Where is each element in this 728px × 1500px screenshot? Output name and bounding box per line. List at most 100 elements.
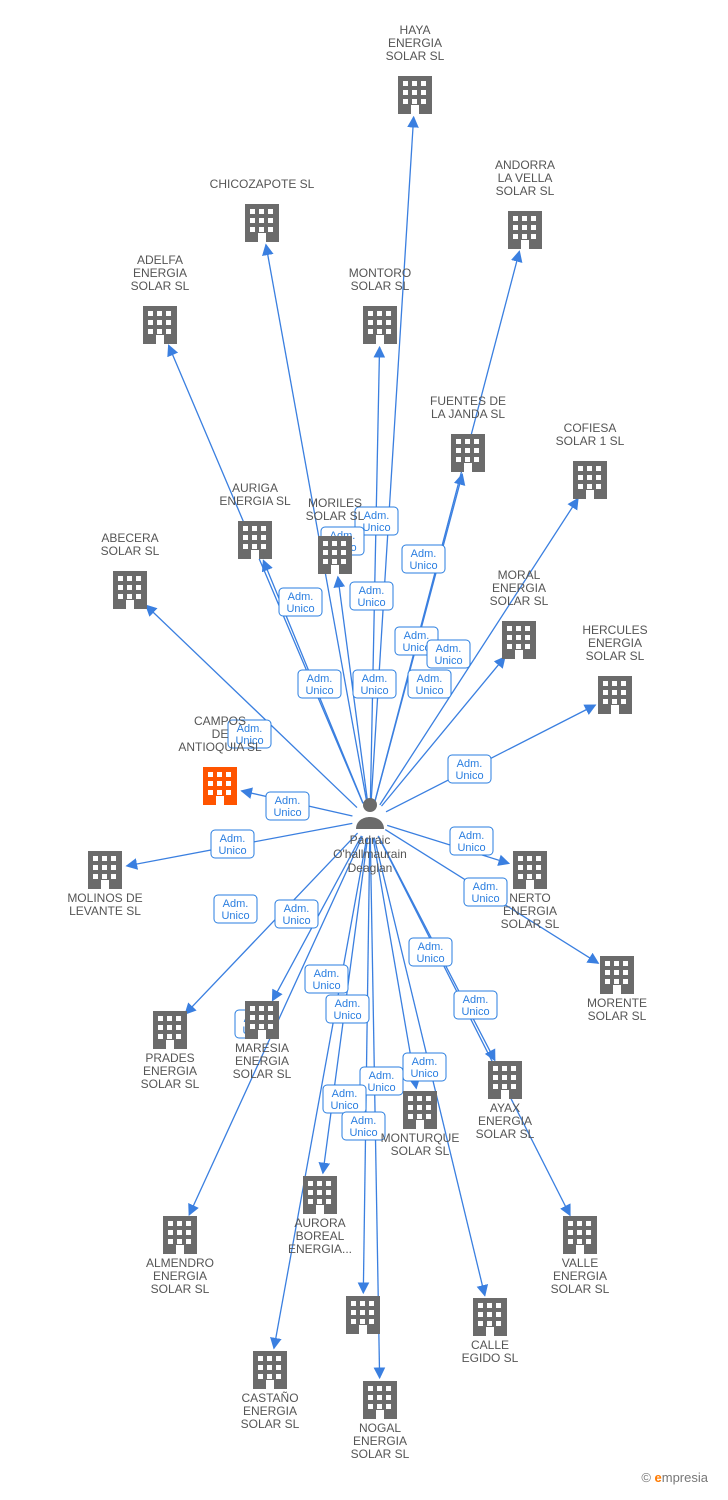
node-label: ENERGIA	[588, 636, 642, 650]
edge-label-text: Unico	[457, 842, 485, 854]
edge-label-text: Unico	[330, 1100, 358, 1112]
node-label: LEVANTE SL	[69, 904, 141, 918]
node-label: SOLAR SL	[386, 49, 445, 63]
node-label: ENERGIA	[153, 1269, 207, 1283]
node-label: SOLAR SL	[476, 1127, 535, 1141]
center-label: Deaglan	[348, 861, 393, 875]
building-icon	[563, 1216, 597, 1254]
node-label: ENERGIA	[492, 581, 546, 595]
edge-label-text: Unico	[333, 1010, 361, 1022]
node-label: SOLAR SL	[351, 1447, 410, 1461]
edge-label-text: Adm.	[288, 591, 314, 603]
node-label: LA VELLA	[498, 171, 553, 185]
node-label: SOLAR SL	[131, 279, 190, 293]
edge-label-text: Unico	[273, 807, 301, 819]
node-label: ENERGIA	[133, 266, 187, 280]
edge-label-text: Adm.	[463, 994, 489, 1006]
node-label: AURORA	[294, 1216, 345, 1230]
node-label: SOLAR SL	[501, 917, 560, 931]
edge-label-text: Adm.	[351, 1115, 377, 1127]
node-label: HAYA	[400, 23, 431, 37]
building-icon	[88, 851, 122, 889]
building-icon	[346, 1296, 380, 1334]
node-label: ENERGIA	[353, 1434, 407, 1448]
building-icon	[253, 1351, 287, 1389]
node-label: BOREAL	[296, 1229, 345, 1243]
edge-label-text: Unico	[416, 953, 444, 965]
building-icon	[245, 204, 279, 242]
node-label: SOLAR SL	[141, 1077, 200, 1091]
node-label: SOLAR SL	[233, 1067, 292, 1081]
building-icon	[451, 434, 485, 472]
edge-label-text: Adm.	[364, 510, 390, 522]
edge-label-text: Unico	[402, 642, 430, 654]
node-label: CALLE	[471, 1338, 509, 1352]
edge-label-text: Unico	[357, 597, 385, 609]
node-label: DE	[212, 727, 229, 741]
node-label: HERCULES	[582, 623, 647, 637]
edge-label-text: Adm.	[369, 1070, 395, 1082]
node-label: ENERGIA	[235, 1054, 289, 1068]
person-icon	[356, 798, 384, 829]
node-label: MONTURQUE	[381, 1131, 460, 1145]
edge-label-text: Adm.	[473, 881, 499, 893]
edge	[266, 245, 367, 803]
nodes-layer: HAYAENERGIASOLAR SLCHICOZAPOTE SLANDORRA…	[67, 23, 647, 1461]
edge-label-text: Adm.	[307, 673, 333, 685]
edge-label-text: Unico	[367, 1082, 395, 1094]
edge-label-text: Adm.	[457, 758, 483, 770]
edge	[363, 838, 369, 1293]
edge-label-text: Adm.	[220, 833, 246, 845]
node-label: VALLE	[562, 1256, 598, 1270]
node-label: ENERGIA	[388, 36, 442, 50]
edge-label-text: Adm.	[459, 830, 485, 842]
edge-label-text: Adm.	[284, 903, 310, 915]
building-icon	[473, 1298, 507, 1336]
node-label: PRADES	[145, 1051, 194, 1065]
copyright: © empresia	[641, 1470, 708, 1485]
node-label: ANDORRA	[495, 158, 555, 172]
node-label: MORAL	[498, 568, 541, 582]
edge-label-text: Unico	[282, 915, 310, 927]
edge-label-text: Unico	[461, 1006, 489, 1018]
edge-label-text: Adm.	[223, 898, 249, 910]
node-label: SOLAR SL	[588, 1009, 647, 1023]
node-label: CAMPOS	[194, 714, 246, 728]
edge-label-text: Unico	[305, 685, 333, 697]
edge-label-text: Adm.	[332, 1088, 358, 1100]
building-icon	[598, 676, 632, 714]
node-label: AYAX	[490, 1101, 520, 1115]
edge-label-text: Adm.	[417, 673, 443, 685]
edge-label-text: Adm.	[335, 998, 361, 1010]
edge-label-text: Adm.	[275, 795, 301, 807]
edge-label-text: Adm.	[404, 630, 430, 642]
node-label: NERTO	[509, 891, 551, 905]
node-label: ENERGIA	[243, 1404, 297, 1418]
copyright-brand: mpresia	[662, 1470, 708, 1485]
edge-label-text: Unico	[360, 685, 388, 697]
node-label: ENERGIA	[553, 1269, 607, 1283]
building-icon	[303, 1176, 337, 1214]
building-icon	[113, 571, 147, 609]
node-label: EGIDO SL	[462, 1351, 519, 1365]
building-icon	[143, 306, 177, 344]
node-label: SOLAR SL	[551, 1282, 610, 1296]
node-label: SOLAR SL	[490, 594, 549, 608]
node-label: ADELFA	[137, 253, 183, 267]
node-label: FUENTES DE	[430, 394, 506, 408]
building-icon	[502, 621, 536, 659]
edge-label-text: Unico	[415, 685, 443, 697]
node-label: MORILES	[308, 496, 362, 510]
edge-label-text: Unico	[410, 1068, 438, 1080]
edge-label-text: Adm.	[411, 548, 437, 560]
edge-label-text: Unico	[434, 655, 462, 667]
edge-label-text: Unico	[221, 910, 249, 922]
center-label: O'hallmaurain	[333, 847, 407, 861]
node-label: MARESIA	[235, 1041, 289, 1055]
node-label: ALMENDRO	[146, 1256, 214, 1270]
edge-label-text: Unico	[409, 560, 437, 572]
building-icon	[513, 851, 547, 889]
node-label: ENERGIA SL	[219, 494, 291, 508]
copyright-prefix: ©	[641, 1470, 654, 1485]
building-icon	[398, 76, 432, 114]
